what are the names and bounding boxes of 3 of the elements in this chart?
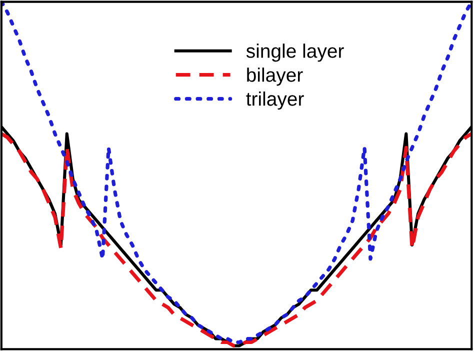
legend-label: bilayer xyxy=(247,68,303,86)
legend-label: single layer xyxy=(246,44,344,62)
legend-label: trilayer xyxy=(246,92,304,110)
